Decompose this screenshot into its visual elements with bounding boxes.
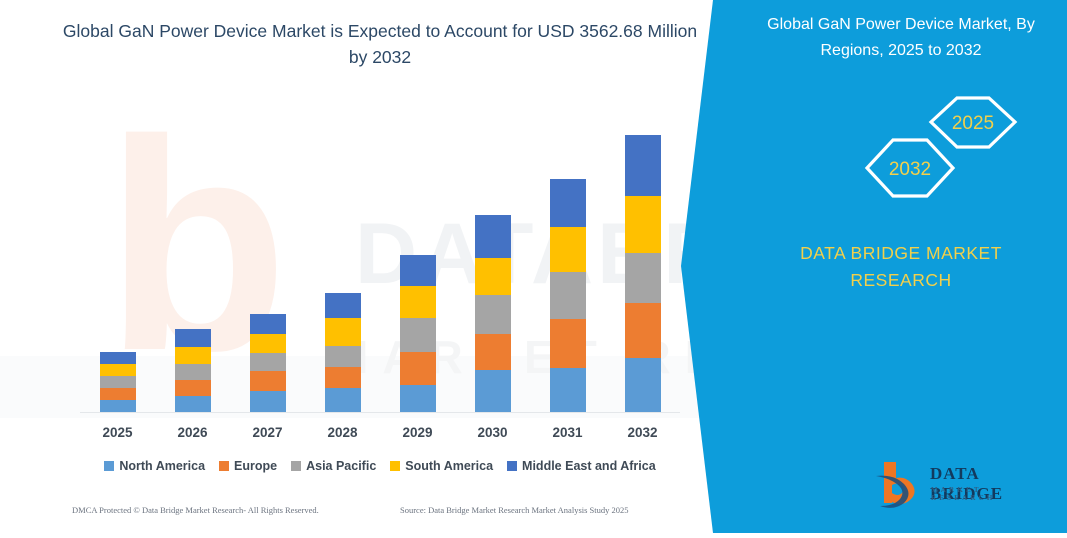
legend-swatch-icon [219,461,230,471]
chart-legend: North America Europe Asia Pacific South Ame… [80,455,680,477]
logo-mark-icon [876,462,915,508]
legend-label: Middle East and Africa [522,459,656,473]
bar-segment [99,400,136,412]
brand-name-line2: RESEARCH [850,270,952,290]
legend-swatch-icon [291,461,302,471]
x-axis-labels: 2025 2026 2027 2028 2029 2030 2031 2032 [80,420,680,444]
company-logo: DATA BRIDGE MARKET RESEARCH [870,458,1050,512]
legend-item[interactable]: Asia Pacific [291,459,376,473]
hexagon-group: 2025 2032 [735,90,1067,205]
x-axis-tick-label: 2027 [252,424,283,440]
brand-name-line1: DATA BRIDGE MARKET [800,243,1002,263]
hexagon-2025-shape [928,96,1018,149]
bar-column [461,110,525,412]
bar-segment [99,376,136,388]
bar-column [311,110,375,412]
legend-label: South America [405,459,494,473]
bar-segment [624,358,661,412]
bar-segment [249,391,286,412]
bar-segment [549,319,586,368]
bar-segment [324,388,361,412]
legend-swatch-icon [104,461,115,471]
bar-segment [549,368,586,412]
logo-tagline: MARKET RESEARCH [931,486,996,502]
bar-segment [174,396,211,412]
bar-column [161,110,225,412]
bar-segment [174,380,211,396]
legend-item[interactable]: Middle East and Africa [507,459,656,473]
hexagon-2032-label: 2032 [889,159,931,180]
bar-column [386,110,450,412]
x-axis-tick-label: 2028 [327,424,358,440]
bar-segment [174,347,211,364]
legend-label: Europe [234,459,278,473]
bar-segment [549,179,586,227]
hexagon-2032-shape [864,138,956,198]
bar-column [86,110,150,412]
x-axis-tick-label: 2025 [102,424,133,440]
logo-company-name: DATA BRIDGE [930,464,1004,503]
bar-segment [549,227,586,272]
bar-column [611,110,675,412]
brand-panel-title: Global GaN Power Device Market, By Regio… [767,16,1035,59]
bar-segment [474,215,511,258]
bar-segment [249,371,286,391]
bar-segment [399,352,436,385]
bar-segment [324,367,361,388]
bar-segment [324,318,361,346]
bar-segment [474,370,511,412]
brand-panel-content: Global GaN Power Device Market, By Regio… [735,0,1067,533]
bar-segment [399,255,436,286]
chart-title: Global GaN Power Device Market is Expect… [62,21,698,67]
legend-swatch-icon [390,461,401,471]
bar-segment [99,364,136,376]
bar-segment [474,334,511,370]
x-axis-tick-label: 2031 [552,424,583,440]
bar-segment [624,196,661,253]
x-axis-tick-label: 2029 [402,424,433,440]
legend-swatch-icon [507,461,518,471]
hexagons-svg: 2025 2032 [864,96,1018,198]
brand-name: DATA BRIDGE MARKET RESEARCH [751,240,1051,294]
footer-source: Source: Data Bridge Market Research Mark… [400,505,629,515]
bar-segment [249,334,286,353]
bar-segment [99,388,136,400]
x-axis-tick-label: 2030 [477,424,508,440]
bar-segment [249,353,286,371]
x-axis-line [80,412,680,413]
x-axis-tick-label: 2032 [627,424,658,440]
bar-segment [324,346,361,367]
bar-segment [399,286,436,318]
legend-item[interactable]: South America [390,459,493,473]
bar-segment [399,318,436,352]
bar-segment [99,352,136,364]
bar-segment [549,272,586,319]
bar-segment [324,293,361,318]
bar-group [80,110,680,412]
bar-segment [624,135,661,196]
plot-area [80,110,680,412]
bar-column [236,110,300,412]
bar-segment [174,329,211,347]
chart-panel: Global GaN Power Device Market is Expect… [0,21,700,527]
legend-label: North America [119,459,206,473]
legend-item[interactable]: Europe [219,459,277,473]
bar-segment [249,314,286,334]
bar-segment [624,253,661,303]
legend-item[interactable]: North America [104,459,205,473]
footer: DMCA Protected © Data Bridge Market Rese… [0,505,700,527]
hexagon-2025-label: 2025 [952,113,994,134]
bar-column [536,110,600,412]
bar-segment [474,258,511,295]
x-axis-tick-label: 2026 [177,424,208,440]
bar-segment [399,385,436,412]
bar-segment [474,295,511,334]
bar-segment [174,364,211,380]
legend-label: Asia Pacific [306,459,377,473]
bar-segment [624,303,661,358]
footer-copyright: DMCA Protected © Data Bridge Market Rese… [72,505,319,515]
